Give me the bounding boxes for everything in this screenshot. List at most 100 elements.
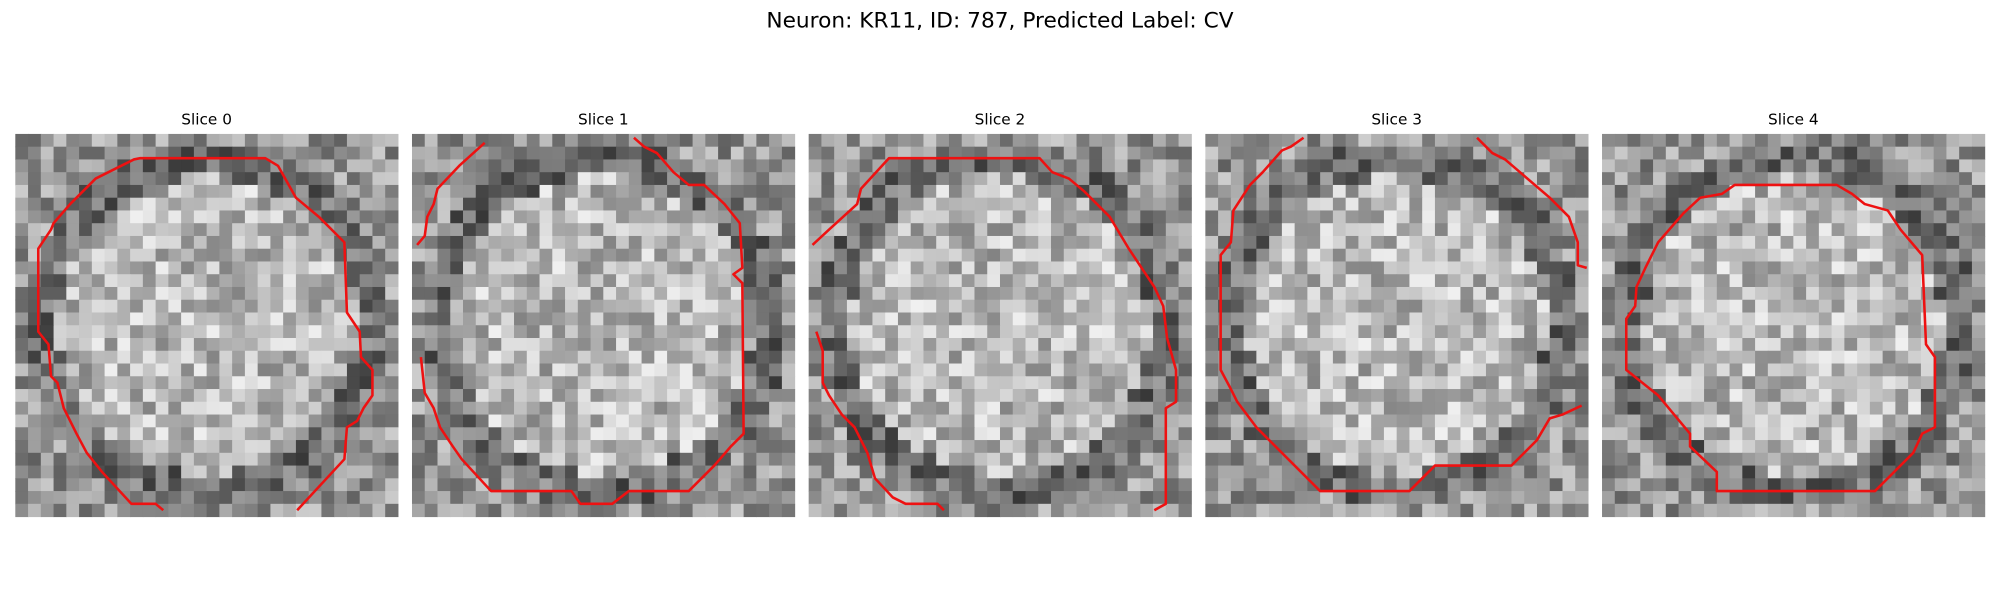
pixel [1882,503,1896,518]
pixel [974,338,988,352]
pixel [155,159,169,173]
pixel [641,440,655,454]
pixel [1114,338,1129,352]
contour [1624,183,1937,493]
pixel [1409,299,1423,314]
pixel [1780,248,1794,262]
pixel [1256,465,1270,479]
pixel [692,414,706,428]
pixel [1729,274,1743,288]
pixel [1332,452,1347,467]
pixel [1767,427,1782,441]
pixel [1575,184,1589,199]
pixel [1025,172,1039,186]
pixel [1460,184,1474,199]
pixel [1549,350,1563,365]
pixel [1602,274,1616,288]
pixel [1959,159,1973,173]
pixel [526,159,541,173]
pixel [526,184,541,199]
pixel [1332,325,1347,339]
pixel [1409,503,1423,518]
pixel [769,261,783,275]
pixel [424,248,439,262]
pixel [1946,338,1960,352]
pixel [346,235,361,250]
pixel [1627,146,1641,160]
pixel [257,478,271,492]
pixel [1959,491,1973,505]
pixel [117,376,131,390]
pixel [781,376,796,390]
pixel [437,197,451,211]
pixel [1716,159,1731,173]
pixel [1269,376,1283,390]
pixel [130,338,144,352]
pixel [756,159,770,173]
pixel [590,248,604,262]
pixel [1345,261,1359,275]
pixel [1218,133,1232,148]
pixel [66,440,80,454]
pixel [1063,184,1078,199]
pixel [488,440,502,454]
pixel [1281,235,1296,250]
pixel [616,503,630,518]
pixel [1230,452,1245,467]
pixel [1869,261,1884,275]
pixel [501,197,515,211]
pixel [1307,274,1321,288]
pixel [450,159,464,173]
pixel [756,376,770,390]
pixel [821,197,835,211]
pixel [1422,312,1436,326]
pixel [1614,261,1629,275]
pixel [641,478,655,492]
pixel [130,452,144,467]
pixel [1536,274,1551,288]
pixel [974,159,988,173]
pixel [1140,172,1154,186]
pixel [1895,261,1909,275]
pixel [450,146,464,160]
pixel [1767,376,1782,390]
pixel [257,401,271,416]
pixel [219,286,233,301]
pixel [1051,299,1065,314]
pixel [244,440,259,454]
pixel [667,235,681,250]
contour [815,331,945,512]
pixel [641,261,655,275]
pixel [1434,363,1449,377]
pixel [910,286,924,301]
pixel [1640,210,1654,224]
pixel [1602,299,1616,314]
pixel [385,235,399,250]
pixel [1755,223,1769,237]
pixel [628,401,643,416]
pixel [846,503,861,518]
pixel [475,478,490,492]
pixel [821,261,835,275]
pixel [1946,491,1960,505]
pixel [488,491,502,505]
pixel [1243,338,1257,352]
pixel [1767,159,1782,173]
pixel [104,414,118,428]
pixel [1844,159,1858,173]
pixel [1536,172,1551,186]
pixel [232,401,246,416]
pixel [424,172,439,186]
pixel [104,248,118,262]
pixel [1691,491,1705,505]
pixel [1345,350,1359,365]
pixel [1536,248,1551,262]
pixel [1205,235,1219,250]
pixel [808,350,822,365]
pixel [372,248,386,262]
pixel [1971,350,1986,365]
pixel [781,414,796,428]
pixel [1895,248,1909,262]
pixel [552,376,566,390]
pixel [885,376,899,390]
